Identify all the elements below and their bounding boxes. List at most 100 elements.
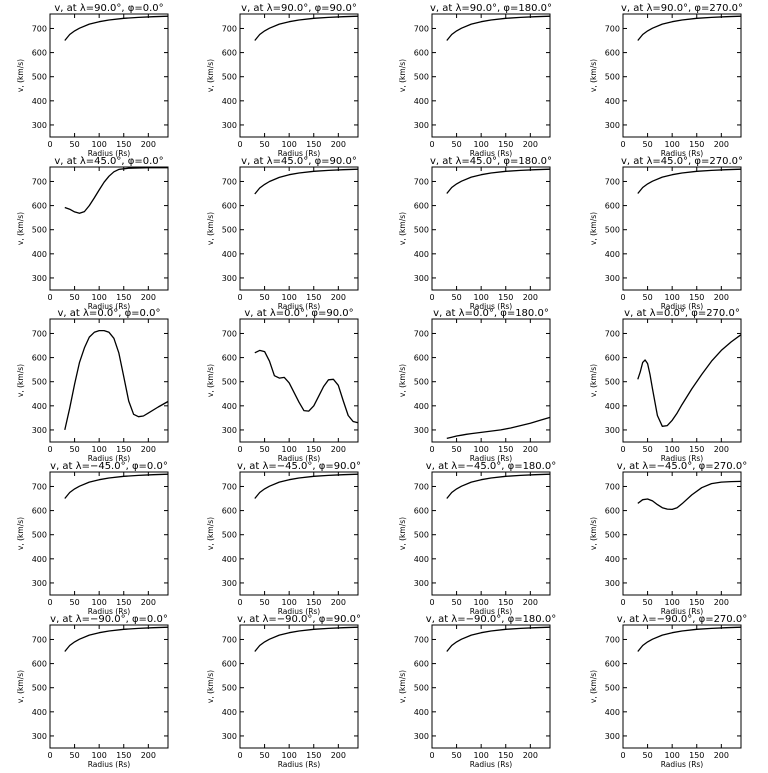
series-line [254, 473, 359, 499]
chart-panel-7: v, at λ=45.0°, φ=180.0° 0 50 100 150 200 300 40… [398, 156, 552, 311]
x-tick-label: 150 [689, 598, 704, 607]
x-tick-label: 150 [306, 140, 321, 149]
chart-panel-4: v, at λ=90.0°, φ=270.0° 0 50 100 150 200 300 40… [589, 3, 743, 158]
chart-title: v, at λ=45.0°, φ=270.0° [621, 156, 743, 167]
y-tick-label: 300 [414, 426, 429, 435]
x-tick-label: 150 [498, 140, 513, 149]
x-tick-label: 50 [451, 293, 461, 302]
y-tick-label: 500 [414, 684, 429, 693]
x-tick-label: 150 [306, 293, 321, 302]
chart-title: v, at λ=90.0°, φ=180.0° [430, 3, 552, 14]
x-tick-label: 150 [306, 751, 321, 760]
y-tick-label: 700 [32, 329, 47, 338]
y-tick-label: 600 [222, 202, 237, 211]
y-tick-label: 400 [32, 250, 47, 259]
chart-panel-8: v, at λ=45.0°, φ=270.0° 0 50 100 150 200 300 40… [589, 156, 743, 311]
x-tick-label: 100 [665, 140, 680, 149]
x-tick-label: 0 [429, 751, 434, 760]
series-line [637, 480, 742, 511]
x-tick-label: 50 [642, 751, 652, 760]
x-tick-label: 200 [523, 751, 538, 760]
y-tick-label: 400 [414, 708, 429, 717]
x-tick-label: 200 [141, 293, 156, 302]
y-tick-label: 300 [605, 274, 620, 283]
y-tick-label: 700 [32, 482, 47, 491]
y-tick-label: 600 [414, 354, 429, 363]
chart-title: v, at λ=−90.0°, φ=90.0° [237, 614, 361, 625]
y-tick-label: 600 [414, 202, 429, 211]
y-tick-label: 300 [32, 274, 47, 283]
chart-panel-15: v, at λ=−45.0°, φ=180.0° 0 50 100 150 200 300 4… [398, 461, 556, 616]
y-tick-label: 700 [222, 24, 237, 33]
x-tick-label: 100 [665, 445, 680, 454]
x-tick-label: 150 [116, 293, 131, 302]
y-tick-label: 700 [32, 177, 47, 186]
y-tick-label: 300 [222, 426, 237, 435]
x-tick-label: 50 [259, 751, 269, 760]
chart-panel-1: v, at λ=90.0°, φ=0.0° 0 50 100 150 200 300 400 5… [16, 3, 169, 158]
x-tick-label: 100 [474, 293, 489, 302]
y-axis-label: v, (km/s) [398, 212, 407, 245]
x-tick-label: 200 [714, 140, 729, 149]
series-line [637, 626, 742, 652]
y-tick-label: 600 [32, 660, 47, 669]
y-tick-label: 700 [414, 329, 429, 338]
y-tick-label: 600 [605, 507, 620, 516]
y-tick-label: 600 [605, 354, 620, 363]
x-tick-label: 0 [620, 140, 625, 149]
y-tick-label: 700 [222, 329, 237, 338]
x-tick-label: 0 [429, 293, 434, 302]
y-tick-label: 700 [414, 635, 429, 644]
axes-frame [49, 318, 169, 443]
x-axis-label: Radius (Rs) [278, 454, 321, 463]
x-axis-label: Radius (Rs) [88, 149, 131, 158]
chart-title: v, at λ=0.0°, φ=270.0° [624, 308, 740, 319]
y-tick-label: 500 [32, 73, 47, 82]
x-tick-label: 100 [282, 598, 297, 607]
y-axis-label: v, (km/s) [398, 670, 407, 703]
y-tick-label: 400 [32, 555, 47, 564]
x-tick-label: 150 [689, 293, 704, 302]
y-tick-label: 500 [605, 684, 620, 693]
chart-panel-17: v, at λ=−90.0°, φ=0.0° 0 50 100 150 200 300 400… [16, 614, 169, 769]
x-tick-label: 100 [282, 140, 297, 149]
y-tick-label: 400 [32, 97, 47, 106]
x-tick-label: 0 [237, 598, 242, 607]
series-line [446, 626, 551, 652]
x-tick-label: 200 [141, 140, 156, 149]
y-tick-label: 700 [414, 177, 429, 186]
axes-frame [622, 166, 742, 291]
series-line [64, 15, 169, 41]
chart-panel-3: v, at λ=90.0°, φ=180.0° 0 50 100 150 200 300 40… [398, 3, 552, 158]
chart-title: v, at λ=0.0°, φ=0.0° [58, 308, 161, 319]
y-axis-label: v, (km/s) [16, 364, 25, 397]
y-axis-label: v, (km/s) [206, 517, 215, 550]
y-tick-label: 600 [414, 660, 429, 669]
y-tick-label: 400 [414, 97, 429, 106]
y-tick-label: 600 [222, 49, 237, 58]
y-tick-label: 500 [222, 378, 237, 387]
y-tick-label: 300 [32, 426, 47, 435]
y-tick-label: 600 [32, 507, 47, 516]
y-tick-label: 300 [605, 579, 620, 588]
series-line [446, 168, 551, 194]
chart-title: v, at λ=−90.0°, φ=0.0° [50, 614, 168, 625]
x-tick-label: 200 [331, 140, 346, 149]
y-axis-label: v, (km/s) [398, 59, 407, 92]
x-tick-label: 100 [665, 293, 680, 302]
x-tick-label: 200 [523, 598, 538, 607]
series-line [64, 473, 169, 499]
x-tick-label: 0 [237, 140, 242, 149]
axes-frame [239, 166, 359, 291]
series-line [64, 626, 169, 652]
x-axis-label: Radius (Rs) [88, 302, 131, 311]
y-axis-label: v, (km/s) [589, 517, 598, 550]
x-tick-label: 0 [47, 445, 52, 454]
axes-frame [622, 13, 742, 138]
x-tick-label: 150 [498, 751, 513, 760]
x-tick-label: 200 [714, 751, 729, 760]
x-tick-label: 150 [116, 598, 131, 607]
y-tick-label: 400 [605, 97, 620, 106]
x-tick-label: 50 [451, 445, 461, 454]
